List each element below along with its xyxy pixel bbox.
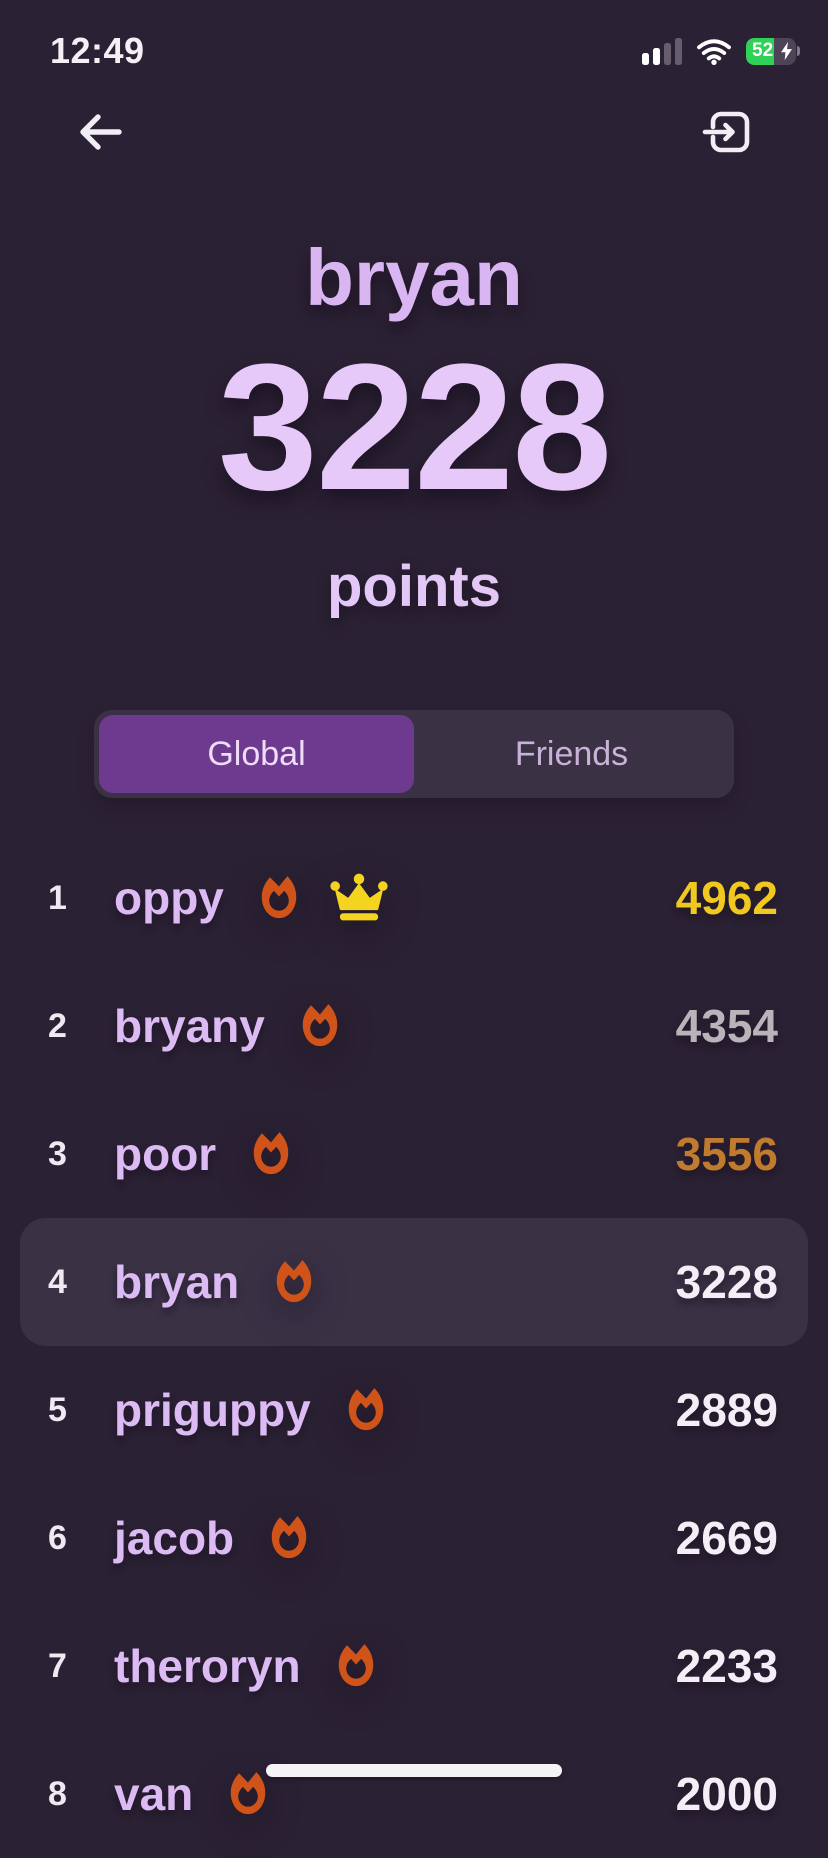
streak-flame-icon (231, 1772, 266, 1815)
player-name: bryan (114, 1256, 240, 1308)
player-score: 3228 (675, 1256, 778, 1308)
leaderboard-row[interactable]: 1 oppy 4962 (0, 834, 828, 962)
profile-points-label: points (327, 554, 501, 619)
streak-flame-icon (261, 876, 297, 919)
rank-number: 2 (48, 1006, 67, 1045)
back-button[interactable] (74, 107, 126, 157)
status-time: 12:49 (50, 30, 145, 71)
status-icons: 52 (642, 37, 800, 65)
tab-global[interactable]: Global (99, 715, 414, 793)
leaderboard-row[interactable]: 8 van 2000 (0, 1730, 828, 1858)
player-score: 2889 (675, 1384, 778, 1436)
streak-flame-icon (253, 1132, 289, 1175)
nav-bar (0, 104, 828, 160)
cellular-signal-icon (642, 37, 682, 65)
player-name: priguppy (114, 1384, 311, 1436)
battery-percent: 52 (752, 40, 774, 61)
player-score: 4962 (675, 872, 778, 924)
profile-summary: bryan 3228 points (0, 238, 828, 616)
battery-fill (746, 37, 774, 65)
player-score: 2669 (675, 1512, 778, 1564)
player-name: theroryn (114, 1640, 301, 1692)
profile-points-value: 3228 (217, 327, 612, 528)
streak-flame-icon (277, 1260, 312, 1303)
player-name: bryany (114, 1000, 265, 1052)
tab-friends[interactable]: Friends (414, 715, 729, 793)
leaderboard-row[interactable]: 4 bryan 3228 (20, 1218, 808, 1346)
player-name: oppy (114, 872, 224, 924)
battery-indicator: 52 (746, 37, 800, 65)
streak-flame-icon (348, 1388, 384, 1431)
logout-icon (702, 111, 750, 153)
leaderboard-row[interactable]: 2 bryany 4354 (0, 962, 828, 1090)
rank-number: 3 (48, 1134, 67, 1173)
profile-username: bryan (305, 233, 523, 322)
player-score: 2000 (675, 1768, 778, 1820)
leaderboard-row[interactable]: 3 poor 3556 (0, 1090, 828, 1218)
home-indicator[interactable] (266, 1764, 562, 1777)
rank-number: 1 (48, 878, 67, 917)
rank-number: 8 (48, 1774, 67, 1813)
back-arrow-icon (80, 114, 122, 150)
streak-flame-icon (338, 1644, 373, 1687)
rank-number: 4 (48, 1262, 67, 1301)
player-name: jacob (114, 1512, 235, 1564)
player-name: poor (114, 1128, 217, 1180)
logout-button[interactable] (702, 106, 754, 158)
rank-number: 7 (48, 1646, 67, 1685)
status-bar: 12:49 52 (0, 0, 828, 88)
rank-number: 6 (48, 1518, 67, 1557)
streak-flame-icon (271, 1516, 307, 1559)
leaderboard-row[interactable]: 7 theroryn 2233 (0, 1602, 828, 1730)
leaderboard-list: 1 oppy 4962 2 bryany 4354 3 poor 3556 (0, 834, 828, 1858)
player-score: 2233 (675, 1640, 778, 1692)
wifi-icon (697, 38, 731, 65)
player-score: 3556 (675, 1128, 778, 1180)
leaderboard-row[interactable]: 5 priguppy 2889 (0, 1346, 828, 1474)
rank-number: 5 (48, 1390, 67, 1429)
leaderboard-scope-tabs: Global Friends (94, 710, 734, 798)
streak-flame-icon (302, 1004, 338, 1047)
player-name: van (114, 1768, 194, 1820)
charging-bolt-icon (781, 41, 792, 61)
crown-icon (330, 873, 388, 921)
leaderboard-row[interactable]: 6 jacob 2669 (0, 1474, 828, 1602)
player-score: 4354 (675, 1000, 778, 1052)
